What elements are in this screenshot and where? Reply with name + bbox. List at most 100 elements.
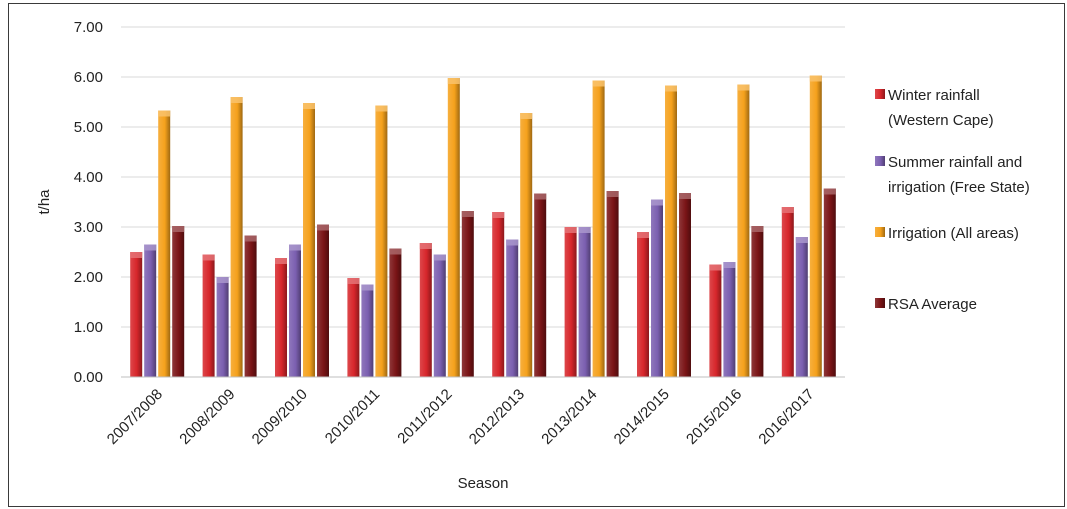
x-tick-label: 2016/2017 xyxy=(755,386,817,448)
legend-label: Winter rainfall (Western Cape) xyxy=(888,87,994,129)
y-tick-label: 2.00 xyxy=(74,269,103,286)
bar xyxy=(230,97,243,377)
bar xyxy=(347,278,360,377)
bar xyxy=(375,105,388,377)
legend-label: Irrigation (All areas) xyxy=(888,225,1019,242)
bar xyxy=(795,237,808,377)
x-tick-label: 2009/2010 xyxy=(249,386,311,448)
bar xyxy=(564,227,577,377)
bar xyxy=(737,84,750,377)
bar-top-highlight xyxy=(433,254,446,261)
bar xyxy=(433,254,446,377)
y-axis-title: t/ha xyxy=(36,189,53,215)
bar xyxy=(592,80,605,377)
bar-top-highlight xyxy=(144,244,157,251)
bar-top-highlight xyxy=(361,284,374,291)
bar-top-highlight xyxy=(347,278,360,284)
bar-top-highlight xyxy=(665,85,677,92)
bar-top-highlight xyxy=(606,191,619,197)
bar xyxy=(389,248,402,377)
y-axis-ticks: 0.00 1.00 2.00 3.00 4.00 5.00 6.00 7.00 xyxy=(74,19,103,386)
bar-top-highlight xyxy=(317,224,329,231)
x-tick-label: 2007/2008 xyxy=(104,386,166,448)
bar-top-highlight xyxy=(564,227,577,233)
bar xyxy=(751,226,764,377)
x-tick-label: 2011/2012 xyxy=(394,386,455,447)
bar-top-highlight xyxy=(303,103,315,109)
bar xyxy=(158,110,171,377)
bar xyxy=(361,284,374,377)
legend-swatch xyxy=(875,227,885,237)
x-tick-label: 2014/2015 xyxy=(611,386,673,448)
x-axis-title: Season xyxy=(458,475,509,492)
bar-top-highlight xyxy=(275,258,287,264)
bar-top-highlight xyxy=(723,262,736,268)
bar-top-highlight xyxy=(492,212,505,218)
bar-top-highlight xyxy=(795,237,808,243)
bar-chart: 0.00 1.00 2.00 3.00 4.00 5.00 6.00 7.00 2007/20… xyxy=(36,19,1030,492)
bar-top-highlight xyxy=(709,264,722,271)
y-tick-label: 7.00 xyxy=(74,19,103,36)
x-tick-label: 2015/2016 xyxy=(683,386,745,448)
legend-label: RSA Average xyxy=(888,296,977,313)
x-tick-label: 2012/2013 xyxy=(466,386,528,448)
bar-top-highlight xyxy=(679,193,691,199)
bar-top-highlight xyxy=(751,226,764,232)
y-tick-label: 1.00 xyxy=(74,319,103,336)
bar-top-highlight xyxy=(578,227,591,233)
bar-top-highlight xyxy=(419,243,432,249)
bar-top-highlight xyxy=(216,277,229,283)
bar-top-highlight xyxy=(461,211,474,217)
bar-top-highlight xyxy=(244,235,257,242)
x-tick-label: 2013/2014 xyxy=(538,386,600,448)
bar-top-highlight xyxy=(289,244,301,251)
bar xyxy=(447,78,460,377)
bar xyxy=(202,254,215,377)
bars xyxy=(130,75,836,377)
bar-top-highlight xyxy=(534,193,547,200)
x-tick-label: 2008/2009 xyxy=(176,386,238,448)
legend-label: Summer rainfall and irrigation (Free Stat… xyxy=(888,154,1030,196)
bar xyxy=(723,262,736,377)
bar xyxy=(665,85,677,377)
bar-top-highlight xyxy=(520,113,533,119)
bar xyxy=(679,193,691,377)
y-tick-label: 4.00 xyxy=(74,169,103,186)
bar xyxy=(637,232,649,377)
bar-top-highlight xyxy=(375,105,388,112)
bar-top-highlight xyxy=(130,252,143,258)
bar xyxy=(275,258,287,377)
bar xyxy=(317,224,329,377)
x-axis-ticks: 2007/2008 2008/2009 2009/2010 2010/2011 2011… xyxy=(104,386,818,448)
bar-top-highlight xyxy=(823,188,836,195)
bar xyxy=(578,227,591,377)
bar xyxy=(709,264,722,377)
legend-swatch xyxy=(875,298,885,308)
bar xyxy=(172,226,185,377)
bar xyxy=(606,191,619,377)
bar-top-highlight xyxy=(202,254,215,261)
bar xyxy=(461,211,474,377)
bar xyxy=(419,243,432,377)
bar-top-highlight xyxy=(637,232,649,238)
bar-top-highlight xyxy=(809,75,822,82)
bar xyxy=(534,193,547,377)
gridlines xyxy=(121,26,845,378)
bar xyxy=(651,199,663,377)
bar xyxy=(303,103,315,377)
bar xyxy=(144,244,157,377)
bar xyxy=(492,212,505,377)
bar xyxy=(823,188,836,377)
bar-top-highlight xyxy=(651,199,663,206)
y-tick-label: 3.00 xyxy=(74,219,103,236)
bar-top-highlight xyxy=(447,78,460,84)
legend-swatch xyxy=(875,156,885,166)
bar xyxy=(809,75,822,377)
bar-top-highlight xyxy=(592,80,605,87)
bar-top-highlight xyxy=(737,84,750,91)
bar xyxy=(289,244,301,377)
x-tick-label: 2010/2011 xyxy=(322,386,383,447)
bar xyxy=(244,235,257,377)
y-tick-label: 6.00 xyxy=(74,69,103,86)
bar xyxy=(130,252,143,377)
